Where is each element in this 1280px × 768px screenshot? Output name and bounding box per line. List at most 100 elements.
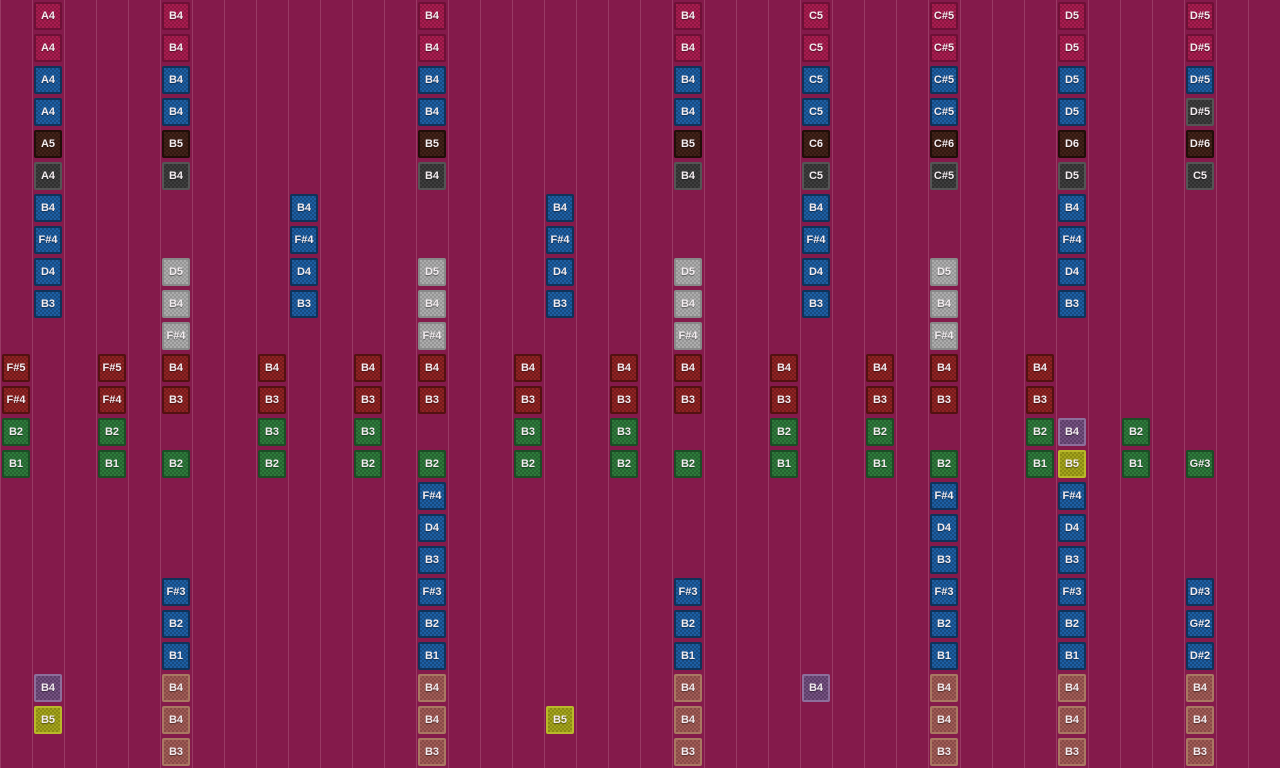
note-cell[interactable]: D#3 [1186,578,1214,606]
note-cell[interactable]: D#5 [1186,98,1214,126]
note-cell[interactable]: B2 [162,450,190,478]
note-cell[interactable]: F#4 [930,482,958,510]
note-cell[interactable]: B2 [674,610,702,638]
note-cell[interactable]: D4 [930,514,958,542]
note-cell[interactable]: B4 [1186,674,1214,702]
note-cell[interactable]: B5 [674,130,702,158]
note-cell[interactable]: B3 [674,386,702,414]
note-cell[interactable]: B4 [34,674,62,702]
note-cell[interactable]: B4 [1186,706,1214,734]
note-cell[interactable]: B4 [930,706,958,734]
note-cell[interactable]: F#4 [418,482,446,510]
note-cell[interactable]: G#2 [1186,610,1214,638]
note-cell[interactable]: D#5 [1186,2,1214,30]
note-cell[interactable]: B4 [674,162,702,190]
note-cell[interactable]: B4 [930,354,958,382]
note-cell[interactable]: B4 [418,98,446,126]
note-cell[interactable]: B4 [802,194,830,222]
note-cell[interactable]: B4 [418,2,446,30]
note-cell[interactable]: D#2 [1186,642,1214,670]
note-cell[interactable]: C5 [1186,162,1214,190]
note-cell[interactable]: B1 [1026,450,1054,478]
note-cell[interactable]: F#4 [98,386,126,414]
note-cell[interactable]: B4 [674,34,702,62]
note-cell[interactable]: B3 [930,738,958,766]
note-cell[interactable]: B4 [1058,194,1086,222]
note-cell[interactable]: D4 [290,258,318,286]
note-cell[interactable]: B4 [290,194,318,222]
note-cell[interactable]: F#4 [674,322,702,350]
note-cell[interactable]: B4 [418,674,446,702]
note-cell[interactable]: B4 [354,354,382,382]
note-cell[interactable]: B3 [1186,738,1214,766]
note-cell[interactable]: B1 [866,450,894,478]
note-cell[interactable]: B2 [610,450,638,478]
note-cell[interactable]: B3 [546,290,574,318]
note-cell[interactable]: B3 [354,418,382,446]
note-cell[interactable]: A4 [34,98,62,126]
note-cell[interactable]: C#5 [930,2,958,30]
note-cell[interactable]: B2 [2,418,30,446]
note-cell[interactable]: B4 [930,674,958,702]
note-cell[interactable]: D5 [1058,34,1086,62]
note-cell[interactable]: G#3 [1186,450,1214,478]
note-cell[interactable]: C#6 [930,130,958,158]
note-cell[interactable]: B2 [418,610,446,638]
note-cell[interactable]: B5 [162,130,190,158]
note-cell[interactable]: F#5 [98,354,126,382]
note-cell[interactable]: B4 [770,354,798,382]
note-cell[interactable]: B4 [930,290,958,318]
note-cell[interactable]: F#5 [2,354,30,382]
note-cell[interactable]: C#5 [930,162,958,190]
note-cell[interactable]: D4 [34,258,62,286]
note-cell[interactable]: B2 [418,450,446,478]
note-cell[interactable]: B4 [674,354,702,382]
note-cell[interactable]: B2 [98,418,126,446]
note-cell[interactable]: D#6 [1186,130,1214,158]
note-cell[interactable]: F#3 [418,578,446,606]
note-cell[interactable]: F#4 [546,226,574,254]
note-cell[interactable]: B4 [162,354,190,382]
note-cell[interactable]: A4 [34,2,62,30]
note-cell[interactable]: B3 [354,386,382,414]
note-cell[interactable]: D5 [418,258,446,286]
note-cell[interactable]: B4 [162,66,190,94]
note-cell[interactable]: B4 [162,98,190,126]
note-cell[interactable]: B3 [514,418,542,446]
note-cell[interactable]: B3 [1058,546,1086,574]
note-cell[interactable]: C#5 [930,66,958,94]
note-cell[interactable]: B2 [258,450,286,478]
note-cell[interactable]: B2 [866,418,894,446]
note-cell[interactable]: D#5 [1186,66,1214,94]
note-cell[interactable]: F#3 [674,578,702,606]
note-cell[interactable]: B2 [674,450,702,478]
note-cell[interactable]: B4 [418,290,446,318]
note-cell[interactable]: B5 [546,706,574,734]
note-cell[interactable]: C5 [802,34,830,62]
note-cell[interactable]: D5 [162,258,190,286]
note-cell[interactable]: F#3 [1058,578,1086,606]
note-cell[interactable]: B5 [34,706,62,734]
note-cell[interactable]: B3 [258,386,286,414]
note-cell[interactable]: F#4 [930,322,958,350]
note-cell[interactable]: B4 [674,2,702,30]
note-cell[interactable]: F#4 [2,386,30,414]
note-cell[interactable]: D5 [1058,162,1086,190]
note-cell[interactable]: D4 [1058,258,1086,286]
note-cell[interactable]: B2 [354,450,382,478]
note-cell[interactable]: A4 [34,66,62,94]
note-cell[interactable]: B4 [674,674,702,702]
note-cell[interactable]: B2 [514,450,542,478]
note-cell[interactable]: B4 [674,98,702,126]
note-cell[interactable]: B4 [162,706,190,734]
note-cell[interactable]: D4 [1058,514,1086,542]
note-cell[interactable]: C6 [802,130,830,158]
note-cell[interactable]: B3 [1058,290,1086,318]
note-cell[interactable]: C#5 [930,34,958,62]
note-cell[interactable]: B3 [770,386,798,414]
note-cell[interactable]: B3 [610,386,638,414]
note-cell[interactable]: B4 [1058,674,1086,702]
note-cell[interactable]: B4 [162,34,190,62]
note-cell[interactable]: B4 [546,194,574,222]
